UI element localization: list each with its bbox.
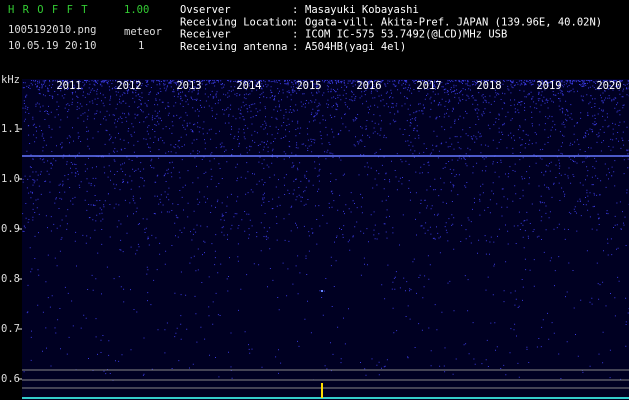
x-tick-label: 2016: [356, 80, 381, 92]
y-tick-label: 0.9: [1, 223, 20, 235]
x-tick-label: 2011: [56, 80, 81, 92]
station-value: ICOM IC-575 53.7492(@LCD)MHz USB: [305, 29, 507, 41]
meteor-dot: [321, 290, 323, 292]
version: 1.00: [124, 4, 149, 16]
timestamp: 10.05.19 20:10: [8, 40, 97, 52]
file-name: 1005192010.png: [8, 24, 97, 36]
x-tick-label: 2012: [116, 80, 141, 92]
separator: :: [292, 16, 298, 28]
app-name: H R O F F T: [8, 4, 89, 16]
x-tick-label: 2015: [296, 80, 321, 92]
x-tick-label: 2020: [596, 80, 621, 92]
count: 1: [138, 40, 144, 52]
station-value: Masayuki Kobayashi: [305, 4, 419, 16]
y-tick-label: 0.8: [1, 273, 20, 285]
separator: :: [292, 29, 298, 41]
y-tick-label: 1.1: [1, 123, 20, 135]
x-tick-label: 2014: [236, 80, 261, 92]
station-label: Receiver: [180, 29, 231, 41]
x-tick-label: 2017: [416, 80, 441, 92]
y-unit: kHz: [1, 74, 20, 86]
spectrogram-area: [22, 79, 629, 400]
y-tick-label: 1.0: [1, 173, 20, 185]
separator: :: [292, 4, 298, 16]
x-tick-label: 2019: [536, 80, 561, 92]
station-value: Ogata-vill. Akita-Pref. JAPAN (139.96E, …: [305, 16, 602, 28]
station-label: Receiving Location: [180, 16, 294, 28]
mode: meteor: [124, 26, 162, 38]
station-label: Ovserver: [180, 4, 231, 16]
station-value: A504HB(yagi 4el): [305, 41, 406, 53]
y-tick-label: 0.6: [1, 373, 20, 385]
separator: :: [292, 41, 298, 53]
x-tick-label: 2013: [176, 80, 201, 92]
station-label: Receiving antenna: [180, 41, 287, 53]
y-tick-label: 0.7: [1, 323, 20, 335]
x-tick-label: 2018: [476, 80, 501, 92]
